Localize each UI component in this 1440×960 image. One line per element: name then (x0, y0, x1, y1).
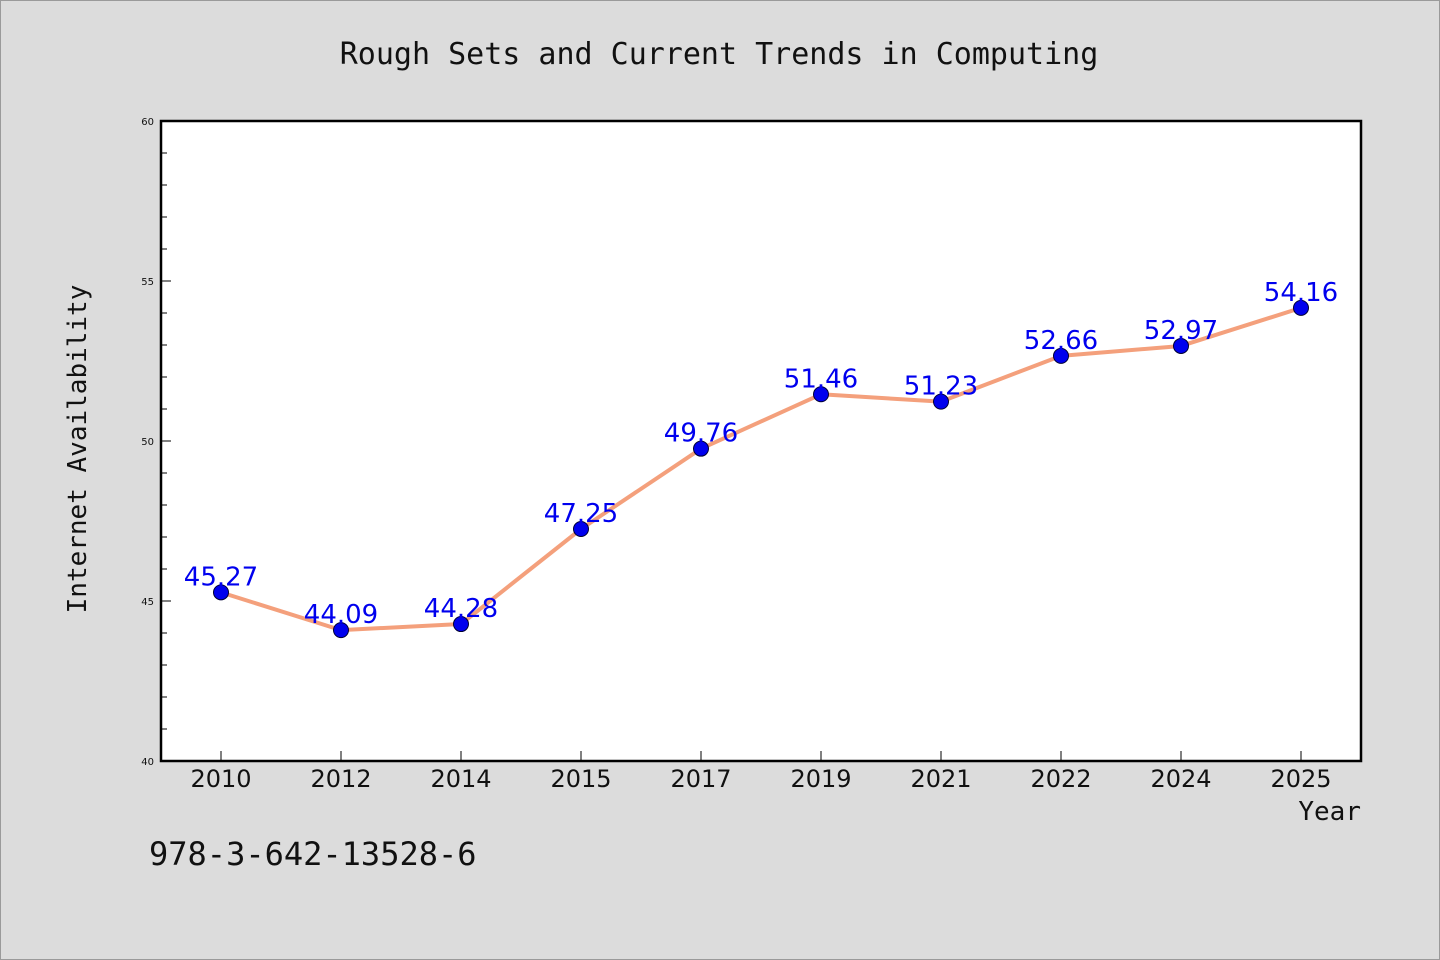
data-point (213, 584, 229, 601)
data-label: 52.97 (1144, 316, 1218, 346)
data-point (1053, 347, 1069, 364)
x-tick-label: 2025 (1270, 765, 1331, 793)
y-tick-label: 55 (141, 277, 154, 288)
data-label: 51.23 (904, 372, 978, 402)
data-point (1173, 337, 1189, 354)
x-tick-label: 2017 (670, 765, 731, 793)
data-point (453, 616, 469, 633)
data-point (573, 521, 589, 537)
data-point (1293, 299, 1309, 316)
y-axis: 40 45 50 55 60 (141, 117, 171, 768)
x-tick-label: 2021 (910, 765, 971, 793)
x-tick-label: 2014 (430, 765, 491, 793)
data-label: 44.28 (424, 594, 498, 624)
data-label: 45.27 (184, 562, 258, 592)
x-axis-title: Year (1298, 797, 1361, 827)
isbn-text: 978-3-642-13528-6 (149, 835, 477, 873)
data-label: 44.09 (304, 600, 378, 630)
data-label: 52.66 (1024, 326, 1098, 356)
x-axis: 2010 2012 2014 2015 2017 2019 2021 2022 2024 2025 (190, 751, 1332, 793)
plot-area (159, 119, 1363, 763)
series-line (219, 305, 1303, 633)
x-tick-label: 2024 (1150, 765, 1211, 793)
x-tick-label: 2012 (310, 765, 371, 793)
y-tick-label: 45 (141, 597, 154, 608)
data-label: 49.76 (664, 419, 738, 449)
series-layer: 45.27 44.09 44.28 47.25 49.76 51.46 51.23 52.66… (184, 278, 1338, 639)
data-point (813, 386, 829, 403)
data-label: 54.16 (1264, 278, 1338, 308)
x-tick-label: 2022 (1030, 765, 1091, 793)
data-point (333, 622, 349, 639)
y-tick-label: 50 (141, 437, 154, 448)
y-tick-label: 60 (141, 117, 154, 128)
chart-title: Rough Sets and Current Trends in Computi… (340, 37, 1099, 72)
data-label: 51.46 (784, 364, 858, 394)
x-tick-label: 2010 (190, 765, 251, 793)
data-point (933, 393, 949, 410)
y-tick-label: 40 (141, 757, 154, 768)
data-point (693, 440, 709, 457)
y-axis-title: Internet Availability (63, 285, 93, 614)
x-tick-label: 2019 (790, 765, 851, 793)
data-label: 47.25 (544, 499, 618, 529)
x-tick-label: 2015 (550, 765, 611, 793)
